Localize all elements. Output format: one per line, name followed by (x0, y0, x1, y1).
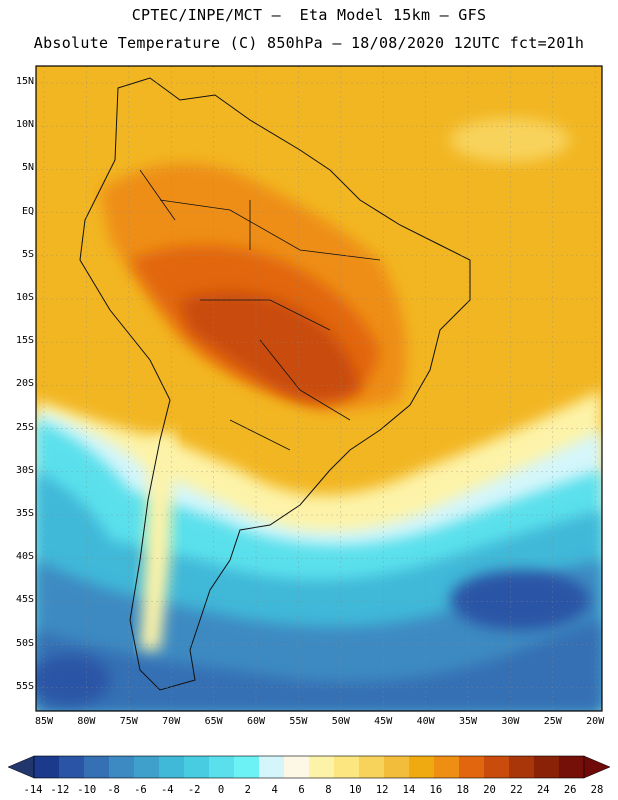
lat-label: 45S (15, 594, 34, 606)
colorbar-label: 10 (348, 784, 362, 796)
colorbar-label: -12 (50, 784, 70, 796)
colorbar-swatch (509, 756, 535, 778)
colorbar-label: 18 (456, 784, 470, 796)
colorbar-swatch (259, 756, 285, 778)
colorbar-label: 28 (590, 784, 604, 796)
colorbar-swatch (534, 756, 560, 778)
colorbar-label: 26 (563, 784, 577, 796)
lon-label: 85W (34, 716, 54, 727)
colorbar-label: 24 (536, 784, 550, 796)
lat-label: 10N (15, 119, 34, 131)
colorbar (7, 755, 611, 779)
lat-label: 20S (15, 378, 34, 390)
lat-label: 40S (15, 551, 34, 563)
colorbar-label: -2 (187, 784, 201, 796)
colorbar-label: 0 (217, 784, 225, 796)
country-borders (139, 169, 381, 451)
colorbar-swatch (84, 756, 110, 778)
colorbar-label: 8 (325, 784, 332, 796)
colorbar-swatch (334, 756, 360, 778)
colorbar-swatch (159, 756, 185, 778)
colorbar-swatch (134, 756, 160, 778)
colorbar-swatch (434, 756, 460, 778)
lon-label: 30W (501, 716, 520, 727)
lon-label: 50W (331, 716, 350, 727)
temperature-field (36, 66, 602, 711)
colorbar-swatch (209, 756, 235, 778)
lat-label: EQ (21, 205, 34, 217)
colorbar-swatch (234, 756, 260, 778)
colorbar-swatch (359, 756, 385, 778)
continent-outline (79, 77, 471, 691)
lon-label: 70W (162, 716, 181, 727)
lat-label: 30S (15, 464, 34, 476)
colorbar-swatch (184, 756, 210, 778)
lon-label: 60W (246, 716, 266, 727)
lat-label: 25S (15, 421, 34, 433)
colorbar-outline (33, 755, 585, 779)
colorbar-label: 14 (402, 784, 416, 796)
colorbar-swatch (309, 756, 335, 778)
lon-label: 40W (416, 716, 435, 727)
colorbar-label: -4 (160, 784, 174, 796)
colorbar-label: 2 (244, 784, 251, 796)
colorbar-label: 4 (271, 784, 278, 796)
colorbar-label: -8 (107, 784, 120, 796)
map-title: CPTEC/INPE/MCT – Eta Model 15km – GFS (131, 6, 487, 24)
lon-label: 75W (119, 716, 138, 727)
map-frame (35, 65, 603, 712)
colorbar-label: -6 (134, 784, 147, 796)
grid-lines (36, 66, 602, 711)
lat-label: 15S (15, 335, 34, 347)
lon-label: 55W (289, 716, 308, 727)
lat-label: 10S (15, 292, 34, 303)
lon-label: 65W (204, 716, 223, 727)
lon-label: 20W (586, 716, 605, 727)
colorbar-swatch (384, 756, 410, 778)
colorbar-swatch (34, 756, 60, 778)
map-subtitle: Absolute Temperature (C) 850hPa – 18/08/… (33, 34, 585, 52)
colorbar-swatch (459, 756, 485, 778)
colorbar-overflow (583, 755, 611, 779)
colorbar-swatch (559, 756, 585, 778)
colorbar-label: 20 (483, 784, 496, 796)
colorbar-label: 22 (510, 784, 523, 796)
colorbar-label: -10 (77, 784, 97, 796)
lat-label: 5N (21, 162, 34, 174)
colorbar-label: 12 (375, 784, 389, 796)
colorbar-swatch (59, 756, 85, 778)
colorbar-swatch (284, 756, 310, 778)
lon-label: 25W (543, 716, 562, 727)
colorbar-swatch (109, 756, 135, 778)
colorbar-label: 16 (429, 784, 443, 796)
lat-label: 50S (15, 637, 34, 649)
lon-label: 80W (77, 716, 96, 727)
colorbar-underflow (7, 755, 35, 779)
lat-label: 55S (15, 680, 34, 692)
colorbar-label: 6 (298, 784, 305, 796)
lat-label: 15N (15, 76, 34, 87)
lon-label: 35W (458, 716, 478, 727)
colorbar-swatch (484, 756, 510, 778)
lat-label: 35S (15, 508, 34, 519)
lon-label: 45W (374, 716, 393, 727)
colorbar-label: -14 (23, 784, 43, 796)
lat-label: 5S (21, 248, 34, 260)
colorbar-swatch (409, 756, 435, 778)
